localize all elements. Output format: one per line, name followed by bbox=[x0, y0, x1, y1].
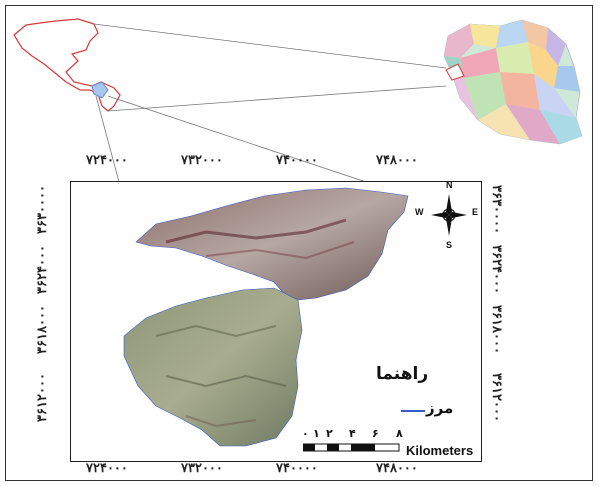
study-area-marker bbox=[91, 81, 109, 99]
north-arrow-icon bbox=[431, 194, 467, 236]
x-coord-top-1: ۷۲۴۰۰۰ bbox=[86, 153, 128, 168]
study-area-imagery bbox=[123, 187, 409, 447]
x-coord-bottom-1: ۷۲۴۰۰۰ bbox=[86, 461, 128, 476]
scale-label-0: ۰ bbox=[302, 427, 309, 440]
map-figure: ۷۲۴۰۰۰ ۷۳۲۰۰۰ ۷۴۰۰۰۰ ۷۴۸۰۰۰ ۷۲۴۰۰۰ ۷۳۲۰۰… bbox=[5, 5, 593, 481]
scale-label-6: ۶ bbox=[372, 427, 379, 440]
compass-east-label: E bbox=[472, 207, 479, 217]
compass-south-label: S bbox=[446, 240, 453, 250]
x-coord-top-3: ۷۴۰۰۰۰ bbox=[276, 153, 318, 168]
scale-label-2: ۲ bbox=[326, 427, 333, 440]
study-area-south bbox=[123, 287, 303, 447]
compass-north-label: N bbox=[446, 180, 453, 190]
x-coord-bottom-2: ۷۳۲۰۰۰ bbox=[181, 461, 223, 476]
scale-label-4: ۴ bbox=[349, 427, 356, 440]
x-coord-bottom-3: ۷۴۰۰۰۰ bbox=[276, 461, 318, 476]
scale-bar bbox=[303, 443, 400, 452]
study-area-north bbox=[135, 187, 409, 301]
scale-units-label: Kilometers bbox=[406, 443, 474, 458]
legend-boundary-swatch bbox=[401, 410, 425, 412]
province-highlight bbox=[445, 63, 465, 81]
scale-label-8: ۸ bbox=[396, 427, 403, 440]
x-coord-bottom-4: ۷۴۸۰۰۰ bbox=[376, 461, 418, 476]
legend-item-label: مرز bbox=[426, 399, 454, 417]
legend-title: راهنما bbox=[376, 364, 429, 384]
compass-west-label: W bbox=[415, 207, 424, 217]
x-coord-top-4: ۷۴۸۰۰۰ bbox=[376, 153, 418, 168]
leader-line-top bbox=[93, 23, 447, 69]
x-coord-top-2: ۷۳۲۰۰۰ bbox=[181, 153, 223, 168]
iran-inset-map bbox=[443, 19, 583, 145]
scale-label-1: ۱ bbox=[313, 427, 320, 440]
leader-line-right bbox=[107, 95, 409, 197]
leader-line-bottom bbox=[107, 85, 447, 112]
province-outline bbox=[13, 18, 447, 239]
